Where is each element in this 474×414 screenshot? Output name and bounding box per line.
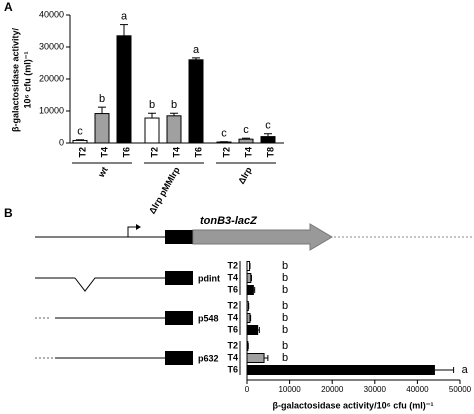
- x-axis-label: β-galactosidase activity/10⁶ cfu (ml)⁻¹: [273, 400, 434, 410]
- lacz-arrow: [192, 223, 333, 251]
- row-label: T2: [227, 340, 238, 350]
- x-tick-label: 20000: [321, 385, 344, 394]
- row-label: T6: [227, 324, 238, 334]
- group-label: wt: [96, 165, 110, 180]
- significance-letter: b: [282, 340, 288, 352]
- significance-letter: b: [282, 272, 288, 284]
- bar: [94, 113, 110, 144]
- y-axis-label: β-galactosidase activity/: [10, 27, 20, 132]
- group-label: Δlrp: [236, 165, 254, 186]
- promoter-arrow-head: [136, 224, 141, 230]
- bar: [188, 59, 204, 144]
- bar: [116, 35, 132, 144]
- row-label: T6: [227, 284, 238, 294]
- significance-letter: b: [282, 300, 288, 312]
- row-label: T4: [227, 272, 238, 282]
- bar: [246, 261, 251, 271]
- construct-box: [165, 351, 193, 365]
- y-tick-label: 10000: [39, 105, 64, 115]
- construct-line: [74, 277, 165, 292]
- significance-letter: c: [221, 128, 227, 140]
- significance-letter: a: [193, 44, 200, 56]
- x-tick-label: T6: [121, 147, 131, 158]
- construct-box: [165, 311, 193, 325]
- bar: [144, 117, 160, 144]
- construct-label: p548: [198, 313, 219, 323]
- x-tick-label: T4: [243, 147, 253, 158]
- construct-box: [165, 271, 193, 285]
- bar: [72, 139, 88, 144]
- bar: [246, 365, 435, 375]
- x-tick-label: 50000: [449, 385, 472, 394]
- bar: [238, 138, 254, 144]
- bar: [246, 313, 251, 323]
- bar: [246, 353, 265, 363]
- gene-diagram: tonB3-lacZ: [35, 215, 472, 365]
- bar: [246, 273, 252, 283]
- significance-letter: c: [77, 126, 83, 138]
- row-label: T4: [227, 352, 238, 362]
- significance-letter: c: [265, 120, 271, 132]
- row-label: T2: [227, 300, 238, 310]
- row-label: T2: [227, 260, 238, 270]
- y-tick-label: 20000: [39, 73, 64, 83]
- row-label: T6: [227, 364, 238, 374]
- x-tick-label: 40000: [406, 385, 429, 394]
- construct-label: pdint: [198, 273, 220, 283]
- tonb-box: [165, 230, 193, 244]
- y-tick-label: 0: [59, 137, 64, 147]
- y-axis-label: 10⁶ cfu (ml)⁻¹: [22, 52, 32, 109]
- significance-letter: a: [121, 11, 128, 23]
- bar: [246, 325, 259, 335]
- bar: [246, 285, 254, 295]
- significance-letter: b: [282, 312, 288, 324]
- bar: [260, 136, 276, 144]
- x-tick-label: T6: [193, 147, 203, 158]
- y-tick-label: 40000: [39, 9, 64, 19]
- significance-letter: a: [462, 364, 469, 376]
- construct-label: p632: [198, 353, 219, 363]
- significance-letter: b: [282, 352, 288, 364]
- group-label: Δlrp pMMlrp: [147, 165, 182, 216]
- x-tick-label: T2: [77, 147, 87, 158]
- promoter-arrow: [127, 226, 138, 237]
- panel-label: A: [4, 0, 13, 14]
- significance-letter: c: [243, 124, 249, 136]
- bar: [246, 301, 249, 311]
- significance-letter: b: [282, 324, 288, 336]
- x-tick-label: T4: [171, 147, 181, 158]
- significance-letter: b: [282, 284, 288, 296]
- significance-letter: b: [282, 260, 288, 272]
- x-tick-label: T8: [265, 147, 275, 158]
- x-tick-label: T2: [221, 147, 231, 158]
- x-tick-label: 0: [245, 385, 250, 394]
- x-tick-label: 30000: [364, 385, 387, 394]
- row-label: T4: [227, 312, 238, 322]
- bar: [166, 115, 182, 144]
- significance-letter: b: [171, 99, 177, 111]
- bar: [246, 341, 249, 351]
- gene-label: tonB3-lacZ: [200, 215, 258, 227]
- x-tick-label: T2: [149, 147, 159, 158]
- x-tick-label: T4: [99, 147, 109, 158]
- panel-label: B: [4, 206, 13, 220]
- x-tick-label: 10000: [278, 385, 301, 394]
- significance-letter: b: [99, 93, 105, 105]
- y-tick-label: 30000: [39, 41, 64, 51]
- significance-letter: b: [149, 99, 155, 111]
